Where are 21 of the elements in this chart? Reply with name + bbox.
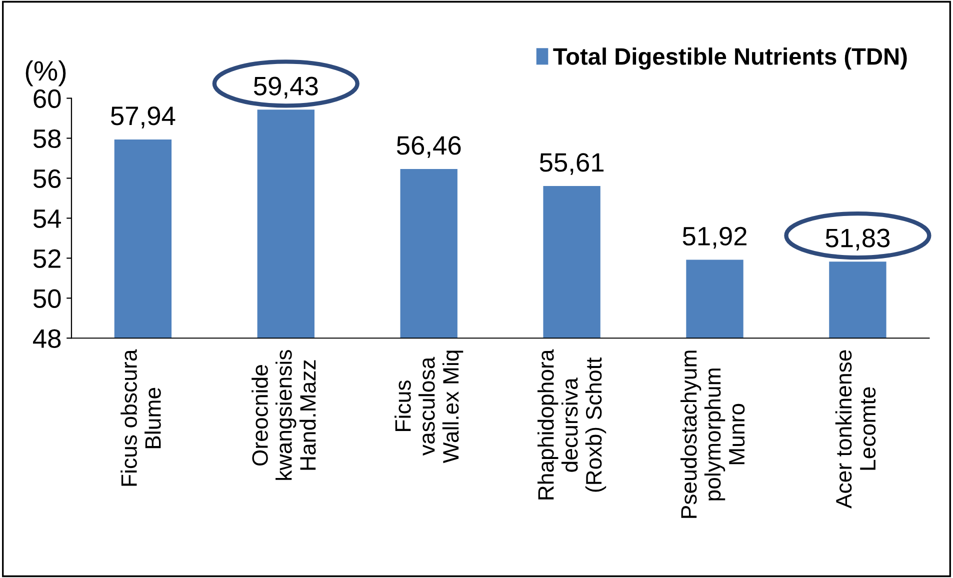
x-tick-label: Acer tonkinense Lecomte — [835, 350, 876, 509]
data-label: 56,46 — [396, 136, 461, 158]
x-tick-label: Rhaphidophora decursiva (Roxb) Schott — [538, 349, 606, 500]
y-tick-label: 52 — [33, 249, 60, 268]
y-tick-label: 58 — [33, 129, 61, 148]
x-tick-label: Ficus obscura Blume — [120, 349, 161, 486]
legend-label: Total Digestible Nutrients (TDN) — [553, 48, 907, 70]
data-label: 55,61 — [540, 153, 604, 175]
y-tick-label: 56 — [33, 169, 61, 188]
x-tick-label: Ficus vasculosa Wall.ex Miq — [394, 350, 464, 464]
y-tick-label: 48 — [33, 329, 61, 348]
data-label: 59,43 — [254, 76, 318, 99]
y-tick-label: 54 — [33, 210, 61, 228]
x-tick-label: Pseudostachyum polymorphum Munro — [680, 350, 745, 518]
y-tick-label: 50 — [33, 289, 61, 308]
y-axis-title: (%) — [26, 60, 66, 86]
y-tick-label: 60 — [34, 89, 61, 108]
data-label: 57,94 — [110, 106, 176, 128]
x-tick-label: Oreocnide kwangsiensis Hand.Mazz — [252, 350, 316, 480]
data-label: 51,92 — [682, 226, 746, 249]
data-label: 51,83 — [826, 228, 890, 250]
